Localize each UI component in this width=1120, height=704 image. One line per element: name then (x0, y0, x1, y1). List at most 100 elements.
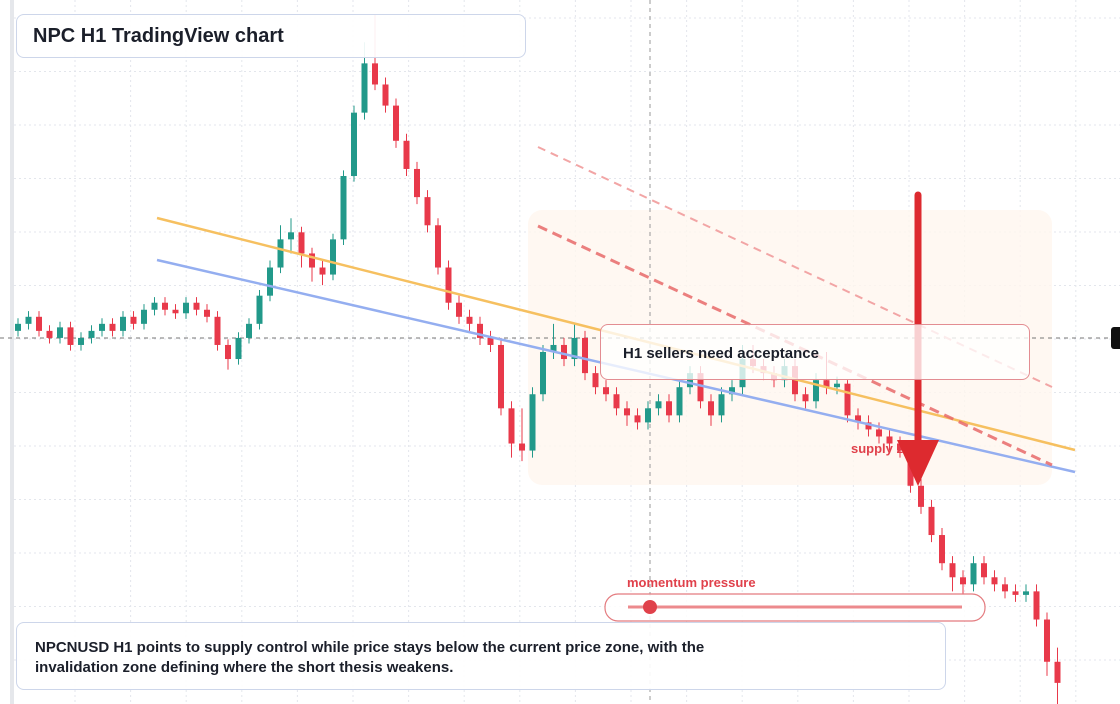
candle-body (151, 302, 158, 310)
candle-body (351, 112, 357, 176)
candle-body (382, 84, 389, 106)
candle-body (214, 316, 221, 345)
candle-body (991, 577, 998, 585)
candle-body (928, 506, 935, 536)
left-edge (10, 0, 14, 704)
candle-body (277, 239, 284, 268)
candle-body (435, 225, 441, 268)
candle-body (372, 63, 378, 85)
candle-body (256, 295, 263, 324)
candle-body (613, 394, 620, 409)
candle-body (634, 415, 641, 423)
candle-body (561, 344, 567, 360)
candle-body (319, 267, 326, 275)
candle-body (130, 316, 137, 324)
candle-body (1033, 591, 1040, 620)
candle-body (309, 253, 315, 268)
candle-body (960, 577, 966, 585)
candle-body (687, 373, 693, 388)
candle-body (340, 176, 347, 240)
candle-body (298, 232, 305, 254)
candle-body (918, 485, 924, 507)
candle-body (99, 323, 105, 331)
summary: NPCNUSD H1 points to supply control whil… (35, 639, 705, 676)
candle-body (550, 344, 557, 352)
candle-body (1012, 591, 1019, 595)
candle-body (855, 415, 861, 423)
candle-body (78, 337, 84, 345)
candle-body (487, 337, 494, 345)
candle-body (120, 316, 126, 331)
candle-body (592, 373, 599, 388)
candle-body (267, 267, 273, 296)
candle-body (718, 394, 725, 416)
candle-body (603, 387, 609, 395)
candle-body (834, 383, 840, 388)
candle-body (15, 323, 21, 331)
candle-body (477, 323, 483, 338)
candle-body (46, 330, 53, 338)
title-box: NPC H1 TradingView chart (16, 14, 526, 58)
candle-body (886, 436, 893, 444)
candle-body (582, 337, 588, 374)
candle-body (67, 327, 74, 345)
candle-body (288, 232, 294, 240)
candle-body (109, 323, 116, 331)
price-tag (1111, 327, 1120, 349)
candle-body (802, 394, 809, 402)
chart-title: NPC H1 TradingView chart (33, 25, 284, 47)
channel-dashed-light (537, 146, 1053, 388)
candle-body (466, 316, 473, 324)
candle-body (844, 383, 851, 416)
candle-body (529, 394, 536, 451)
candle-body (571, 337, 578, 360)
candle-body (141, 309, 147, 324)
candle-body (414, 168, 420, 198)
candle-body (403, 140, 410, 169)
candle-body (498, 344, 504, 409)
candle-body (540, 352, 546, 395)
candle-body (708, 401, 714, 416)
summary-box: NPCNUSD H1 points to supply control whil… (16, 622, 946, 690)
arrow-head (897, 440, 939, 486)
candle-body (624, 408, 630, 416)
annotation-box: H1 sellers need acceptance (600, 324, 1030, 380)
candle-body (162, 302, 168, 310)
candle-body (865, 422, 872, 430)
candle-body (697, 373, 704, 402)
candle-body (393, 105, 399, 141)
candle-body (1054, 661, 1061, 683)
candle-body (519, 443, 525, 451)
candle-body (666, 401, 672, 416)
candle-body (193, 302, 200, 310)
candle-body (645, 408, 651, 423)
channel-dashed (537, 224, 1053, 467)
momentum-label: momentum pressure (627, 575, 756, 590)
candle-body (225, 344, 231, 360)
candle-body (981, 563, 987, 578)
candle-body (876, 429, 882, 437)
candle-body (1044, 619, 1050, 662)
candle-body (813, 380, 819, 402)
candle-body (897, 443, 903, 451)
candle-body (204, 309, 210, 317)
candle-body (823, 380, 830, 388)
annotation: H1 sellers need acceptance (623, 345, 819, 362)
candle-body (57, 327, 63, 338)
candle-body (456, 302, 462, 317)
candle-body (246, 323, 252, 338)
candle-body (235, 337, 242, 360)
candle-body (655, 401, 662, 409)
candle-body (88, 330, 95, 338)
momentum-dot (643, 600, 657, 614)
candle-body (970, 563, 977, 585)
candle-body (36, 316, 42, 331)
candle-body (676, 387, 683, 416)
candle-body (1002, 584, 1008, 592)
candle-body (361, 63, 368, 113)
candle-body (445, 267, 452, 303)
candle-body (330, 239, 336, 275)
candle-body (939, 535, 945, 564)
candle-body (183, 302, 189, 314)
candle-body (1023, 591, 1029, 595)
